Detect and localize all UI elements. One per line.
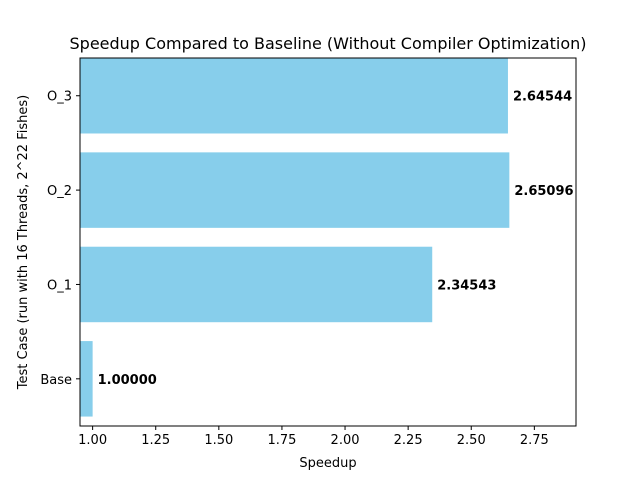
x-tick-label-2: 1.50 <box>204 433 233 448</box>
plot-area: 1.00000 Base 2.34543 O_1 2.65096 O_2 2.64544 O_… <box>40 58 574 448</box>
y-tick-label-o_1: O_1 <box>47 278 72 293</box>
data-label-base: 1.00000 <box>98 373 157 388</box>
y-tick-label-o_3: O_3 <box>47 90 72 105</box>
data-label-o_2: 2.65096 <box>514 184 573 199</box>
bar-base <box>80 341 93 417</box>
bar-o_1 <box>80 246 433 323</box>
data-label-o_1: 2.34543 <box>437 278 496 293</box>
x-tick-label-1: 1.25 <box>141 433 170 448</box>
y-axis-label: Test Case (run with 16 Threads, 2^22 Fis… <box>16 95 31 390</box>
y-tick-label-o_2: O_2 <box>47 184 72 199</box>
x-tick-label-5: 2.25 <box>394 433 423 448</box>
chart-title: Speedup Compared to Baseline (Without Co… <box>70 34 587 53</box>
x-tick-label-0: 1.00 <box>78 433 107 448</box>
x-tick-label-6: 2.50 <box>457 433 486 448</box>
x-axis-label: Speedup <box>299 456 356 471</box>
bar-o_2 <box>80 152 510 228</box>
plot-frame <box>79 57 577 427</box>
data-label-o_3: 2.64544 <box>513 90 572 105</box>
x-tick-label-7: 2.75 <box>520 433 549 448</box>
bar-o_3 <box>80 58 508 134</box>
x-tick-label-3: 1.75 <box>267 433 296 448</box>
y-tick-label-base: Base <box>40 373 72 388</box>
x-tick-label-4: 2.00 <box>331 433 360 448</box>
